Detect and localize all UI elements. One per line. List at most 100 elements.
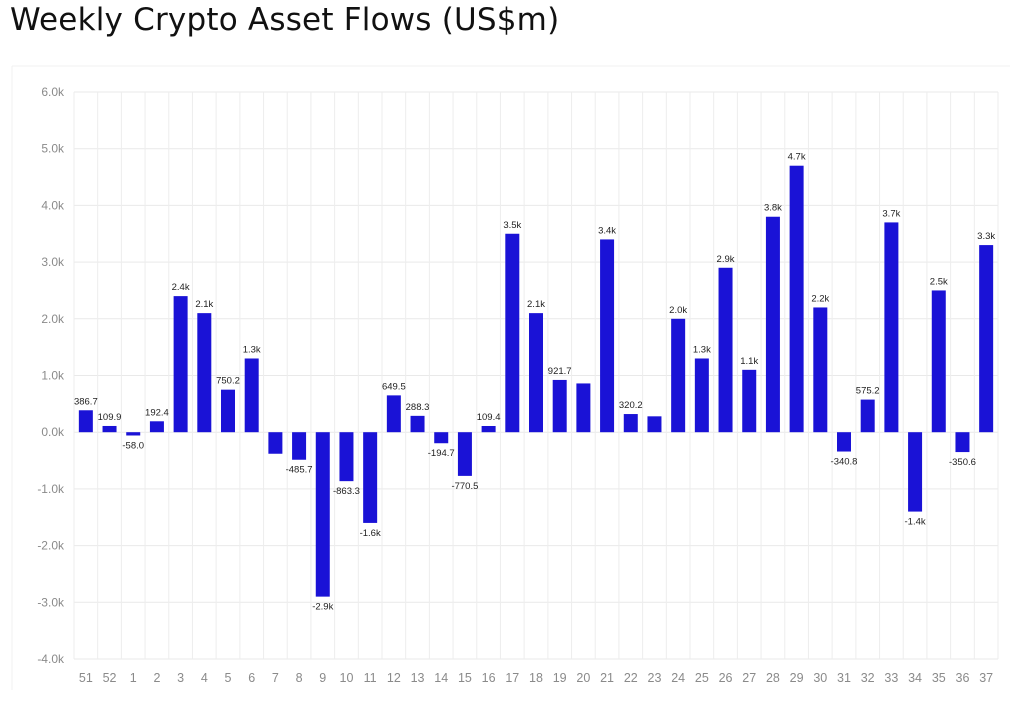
x-tick-label: 1 (130, 671, 137, 685)
data-label: 2.9k (717, 254, 735, 265)
x-tick-label: 3 (177, 671, 184, 685)
bar (244, 358, 259, 433)
bar (149, 421, 164, 433)
y-tick-label: 6.0k (41, 85, 65, 99)
data-label: 3.4k (598, 225, 616, 236)
y-tick-label: 1.0k (41, 369, 65, 383)
data-label: 320.2 (619, 400, 643, 411)
bar (197, 313, 212, 433)
data-label: -350.6 (949, 457, 976, 468)
data-label: 3.8k (764, 203, 782, 214)
data-label: 1.3k (693, 344, 711, 355)
x-tick-label: 6 (248, 671, 255, 685)
y-tick-label: 2.0k (41, 312, 65, 326)
x-tick-label: 36 (956, 671, 970, 685)
x-tick-label: 27 (742, 671, 756, 685)
data-label: 750.2 (216, 376, 240, 387)
data-label: 2.5k (930, 276, 948, 287)
x-tick-label: 14 (434, 671, 448, 685)
bar (908, 432, 923, 512)
data-label: 575.2 (856, 386, 880, 397)
bar (837, 432, 851, 452)
bar (505, 233, 520, 433)
bar (292, 432, 307, 460)
y-tick-label: 0.0k (41, 425, 65, 439)
bar (623, 414, 638, 433)
data-label: -58.0 (122, 440, 144, 451)
bar (647, 416, 662, 433)
data-label: -194.7 (428, 448, 455, 459)
data-label: -863.3 (333, 486, 360, 497)
bar (742, 369, 757, 433)
data-label: 2.1k (195, 299, 213, 310)
x-tick-label: 13 (411, 671, 425, 685)
bar (386, 395, 401, 433)
x-tick-label: 26 (719, 671, 733, 685)
y-tick-label: -4.0k (37, 652, 65, 666)
data-label: 109.9 (98, 412, 122, 423)
bar (339, 432, 354, 482)
bar (126, 432, 141, 436)
x-tick-label: 5 (225, 671, 232, 685)
bar (860, 399, 875, 433)
x-tick-label: 28 (766, 671, 780, 685)
x-tick-label: 51 (79, 671, 93, 685)
bar (102, 425, 117, 433)
x-tick-label: 52 (103, 671, 117, 685)
data-label: 3.7k (882, 208, 900, 219)
data-label: 649.5 (382, 381, 406, 392)
y-tick-label: -1.0k (37, 482, 65, 496)
data-label: -1.6k (360, 528, 381, 539)
data-label: 4.7k (788, 152, 806, 163)
data-label: 3.3k (977, 231, 995, 242)
x-tick-label: 4 (201, 671, 208, 685)
bar (600, 239, 615, 433)
x-tick-label: 19 (553, 671, 567, 685)
x-tick-label: 7 (272, 671, 279, 685)
bar (173, 296, 188, 433)
y-tick-label: -3.0k (37, 595, 65, 609)
bar (457, 432, 472, 476)
bar (765, 216, 780, 433)
x-tick-label: 18 (529, 671, 543, 685)
bar (718, 267, 733, 433)
data-label: -770.5 (451, 481, 478, 492)
x-tick-label: 31 (837, 671, 851, 685)
bar (552, 379, 567, 433)
bar (955, 432, 970, 453)
data-label: 2.2k (811, 293, 829, 304)
bar (221, 389, 235, 433)
bar (529, 313, 543, 433)
data-label: 1.3k (243, 344, 261, 355)
x-tick-label: 25 (695, 671, 709, 685)
x-tick-label: 34 (908, 671, 922, 685)
bar (979, 245, 994, 433)
bar (789, 165, 804, 433)
x-tick-label: 29 (790, 671, 804, 685)
x-tick-label: 30 (813, 671, 827, 685)
x-tick-label: 32 (861, 671, 875, 685)
data-label: 288.3 (406, 402, 430, 413)
data-label: 921.7 (548, 366, 572, 377)
data-label: 386.7 (74, 396, 98, 407)
y-tick-label: 5.0k (41, 142, 65, 156)
bar (434, 432, 449, 444)
x-tick-label: 20 (576, 671, 590, 685)
x-tick-label: 35 (932, 671, 946, 685)
y-tick-label: -2.0k (37, 539, 65, 553)
x-tick-label: 21 (600, 671, 614, 685)
x-tick-label: 12 (387, 671, 401, 685)
x-tick-label: 23 (648, 671, 662, 685)
bars (78, 165, 994, 597)
data-label: 192.4 (145, 407, 169, 418)
chart-title: Weekly Crypto Asset Flows (US$m) (10, 2, 560, 38)
x-tick-label: 11 (364, 671, 377, 685)
x-tick-label: 24 (671, 671, 685, 685)
bar (481, 425, 496, 433)
bar (931, 290, 946, 433)
x-tick-label: 16 (482, 671, 496, 685)
x-axis: 51 52 1 2 3 4 5 6 7 8 9 10 11 12 13 14 15 16 17 18 19 20 21 22 2… (79, 671, 993, 685)
x-tick-label: 17 (505, 671, 519, 685)
